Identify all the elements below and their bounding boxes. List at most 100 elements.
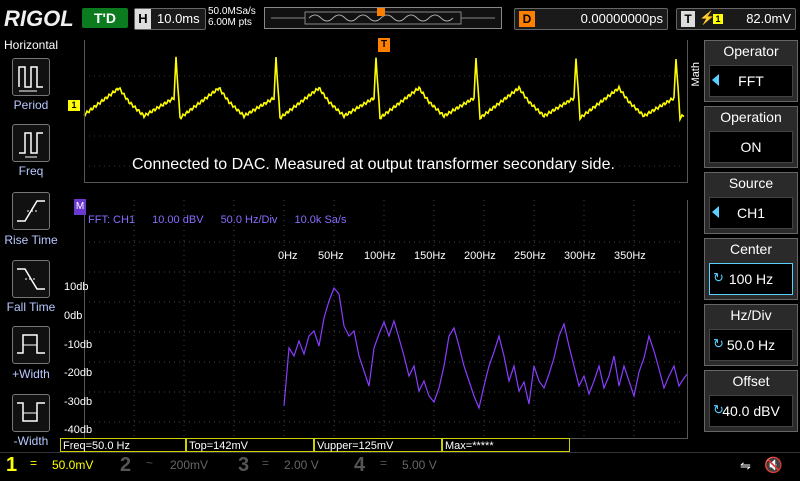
speaker-muted-icon[interactable]: 🔇 <box>764 457 783 474</box>
neg-width-icon <box>17 402 45 422</box>
ch4-number[interactable]: 4 <box>354 454 366 476</box>
usb-icon: ⇋ <box>740 458 751 473</box>
fft-sample-rate: 10.0k Sa/s <box>294 214 347 226</box>
ch4-scale[interactable]: 5.00 V <box>402 458 437 472</box>
measure-vupper[interactable]: Vupper=125mV <box>314 438 442 452</box>
pos-width-icon <box>17 334 45 354</box>
menu-operation[interactable]: Operation ON <box>704 106 798 168</box>
trigger-key: T <box>681 11 695 27</box>
db-label-neg30: -30db <box>64 396 93 408</box>
menu-operation-value-box: ON <box>709 131 793 163</box>
math-menu-label: Math <box>690 62 702 87</box>
screen-graphics <box>83 56 688 436</box>
menu-operator-value-box: FFT <box>709 65 793 97</box>
rise-time-icon <box>17 200 45 222</box>
menu-hz-div[interactable]: Hz/Div ↻ 50.0 Hz <box>704 304 798 366</box>
ch3-coupling-icon: = <box>262 456 270 470</box>
left-arrow-icon <box>712 74 719 86</box>
sample-rate: 50.0MSa/s <box>208 6 256 17</box>
delay-value: 0.00000000ps <box>580 11 663 26</box>
ch1-waveform <box>83 56 685 123</box>
db-label-10: 10db <box>64 281 89 293</box>
menu-offset[interactable]: Offset ↻ 40.0 dBV <box>704 370 798 432</box>
ch1-number[interactable]: 1 <box>6 454 18 476</box>
ch4-coupling-icon: = <box>380 456 388 470</box>
neg-width-label: -Width <box>13 434 49 448</box>
menu-operator-value: FFT <box>738 73 764 89</box>
freq-label-0: 0Hz <box>278 250 298 262</box>
pos-width-button[interactable] <box>12 326 50 364</box>
period-label: Period <box>13 98 49 112</box>
waveform-area-border <box>84 40 688 183</box>
ch1-coupling-icon: = <box>30 456 38 470</box>
menu-offset-value-box: ↻ 40.0 dBV <box>709 395 793 427</box>
menu-operator[interactable]: Operator FFT <box>704 40 798 102</box>
freq-button[interactable] <box>12 124 50 162</box>
trigger-source-icon: 1 <box>713 14 723 24</box>
menu-source[interactable]: Source CH1 <box>704 172 798 234</box>
measure-freq[interactable]: Freq=50.0 Hz <box>60 438 186 452</box>
menu-offset-title: Offset <box>732 373 770 389</box>
waveform-screen[interactable] <box>62 36 688 452</box>
freq-label: Freq <box>18 164 44 178</box>
fft-info-line: FFT: CH1 10.00 dBV 50.0 Hz/Div 10.0k Sa/… <box>88 214 360 226</box>
trigger-level-value: 82.0mV <box>746 11 791 26</box>
freq-label-200: 200Hz <box>464 250 496 262</box>
fft-grid <box>84 200 684 436</box>
neg-width-button[interactable] <box>12 394 50 432</box>
horizontal-measure-panel <box>0 36 62 452</box>
menu-operator-title: Operator <box>723 43 779 59</box>
fft-area-border <box>84 200 688 439</box>
menu-center-value: 100 Hz <box>728 271 774 287</box>
rise-time-button[interactable] <box>12 192 50 230</box>
menu-offset-value: 40.0 dBV <box>722 403 780 419</box>
horizontal-panel-title: Horizontal <box>3 38 59 52</box>
fft-spectrum <box>283 286 688 410</box>
menu-center-value-box: ↻ 100 Hz <box>709 263 793 295</box>
db-label-0: 0db <box>64 310 83 322</box>
ch1-offset-marker[interactable]: 1 <box>68 100 80 111</box>
delay-display[interactable]: D 0.00000000ps <box>514 8 668 30</box>
ch1-scale[interactable]: 50.0mV <box>52 458 94 472</box>
pos-width-label: +Width <box>12 367 50 381</box>
menu-center[interactable]: Center ↻ 100 Hz <box>704 238 798 300</box>
freq-label-50: 50Hz <box>318 250 344 262</box>
measure-top[interactable]: Top=142mV <box>186 438 314 452</box>
ch3-number[interactable]: 3 <box>238 454 250 476</box>
menu-hz-div-value: 50.0 Hz <box>726 337 776 353</box>
screen-annotation: Connected to DAC. Measured at output tra… <box>132 156 615 173</box>
freq-icon <box>19 132 43 158</box>
db-label-neg40: -40db <box>64 424 93 436</box>
fft-hz-div: 50.0 Hz/Div <box>220 214 278 226</box>
trigger-edge-icon: ⚡ <box>699 10 716 25</box>
period-button[interactable] <box>12 58 50 96</box>
timebase-value: 10.0ms <box>157 11 200 26</box>
freq-label-100: 100Hz <box>364 250 396 262</box>
math-offset-marker[interactable]: M <box>74 199 86 215</box>
trigger-position-marker[interactable]: T <box>378 38 390 52</box>
db-label-neg20: -20db <box>64 367 93 379</box>
ch2-scale[interactable]: 200mV <box>170 458 209 472</box>
delay-key: D <box>519 11 535 27</box>
ch2-number[interactable]: 2 <box>120 454 132 476</box>
db-label-neg10: -10db <box>64 339 93 351</box>
knob-icon: ↻ <box>713 402 724 417</box>
fall-time-button[interactable] <box>12 260 50 298</box>
menu-hz-div-title: Hz/Div <box>730 307 772 323</box>
measure-max[interactable]: Max=***** <box>442 438 570 452</box>
ch3-scale[interactable]: 2.00 V <box>284 458 319 472</box>
menu-source-value: CH1 <box>736 205 765 221</box>
menu-operation-title: Operation <box>720 109 782 125</box>
memory-position-track[interactable] <box>264 7 502 29</box>
freq-label-350: 350Hz <box>614 250 646 262</box>
freq-label-250: 250Hz <box>514 250 546 262</box>
timebase-display[interactable]: H 10.0ms <box>134 8 206 30</box>
ch2-coupling-icon: ~ <box>146 456 154 470</box>
fft-source: FFT: CH1 <box>88 214 136 226</box>
fft-scale: 10.00 dBV <box>152 214 204 226</box>
run-state-badge[interactable]: T'D <box>82 8 128 28</box>
wave-grid <box>84 75 684 167</box>
rise-time-label: Rise Time <box>4 233 58 247</box>
trigger-display[interactable]: T ⚡ 1 82.0mV <box>676 8 796 30</box>
memory-depth: 6.00M pts <box>208 17 252 28</box>
